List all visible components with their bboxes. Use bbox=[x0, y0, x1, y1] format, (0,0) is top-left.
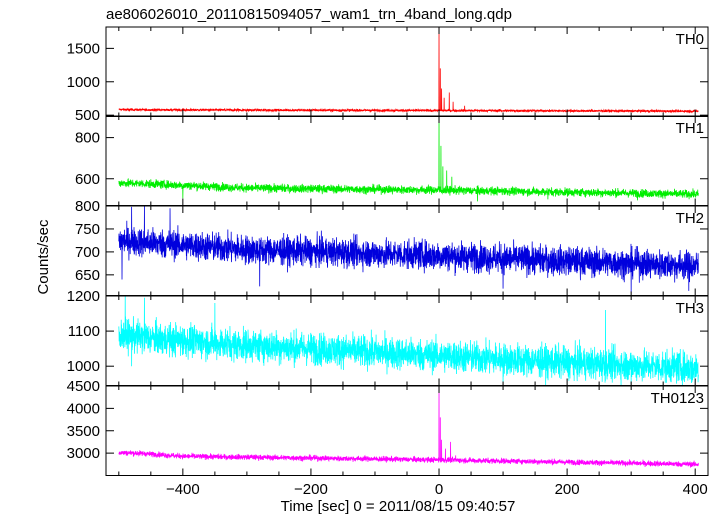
x-tick-label: 400 bbox=[683, 481, 708, 498]
y-tick-label: 500 bbox=[75, 107, 100, 124]
x-tick-label: 200 bbox=[555, 481, 580, 498]
y-tick-label: 700 bbox=[75, 244, 100, 261]
series-line-th0123 bbox=[118, 386, 699, 468]
y-tick-label: 650 bbox=[75, 267, 100, 284]
panel-name-label: TH0 bbox=[676, 31, 704, 48]
panel-name-label: TH0123 bbox=[651, 390, 704, 407]
y-tick-label: 4000 bbox=[67, 400, 100, 417]
panel-th3: 1000 1100 1200 TH3 bbox=[67, 288, 709, 386]
panel-name-label: TH2 bbox=[676, 210, 704, 227]
x-tick-label: −400 bbox=[166, 481, 200, 498]
y-tick-label: 800 bbox=[75, 130, 100, 147]
series-line-th2 bbox=[118, 206, 699, 293]
panels: 500 1000 1500 TH0 600 800 TH1 650 700 750 800 TH2 10… bbox=[67, 26, 709, 476]
x-tick-label: −200 bbox=[294, 481, 328, 498]
x-tick-label: 0 bbox=[435, 481, 443, 498]
x-axis-label: Time [sec] 0 = 2011/08/15 09:40:57 bbox=[281, 498, 516, 515]
y-tick-label: 750 bbox=[75, 221, 100, 238]
y-tick-label: 800 bbox=[75, 198, 100, 215]
series-line-th1 bbox=[118, 117, 699, 202]
panel-th0123: 3000 3500 4000 4500 TH0123 bbox=[67, 378, 709, 476]
y-tick-label: 1500 bbox=[67, 40, 100, 57]
y-tick-label: 1200 bbox=[67, 288, 100, 305]
y-tick-label: 1000 bbox=[67, 74, 100, 91]
y-tick-label: 3000 bbox=[67, 445, 100, 462]
chart-title: ae806026010_20110815094057_wam1_trn_4ban… bbox=[106, 6, 512, 23]
y-tick-label: 1000 bbox=[67, 358, 100, 375]
panel-th2: 650 700 750 800 TH2 bbox=[75, 198, 709, 296]
y-tick-label: 1100 bbox=[68, 323, 100, 340]
x-axis: −400 −200 0 200 400 bbox=[166, 481, 708, 498]
y-tick-label: 3500 bbox=[67, 423, 100, 440]
series-line-th3 bbox=[118, 296, 699, 386]
series-line-th0 bbox=[118, 27, 699, 114]
panel-name-label: TH3 bbox=[676, 300, 704, 317]
panel-name-label: TH1 bbox=[676, 120, 704, 137]
y-tick-label: 600 bbox=[75, 171, 100, 188]
y-axis-label: Counts/sec bbox=[35, 219, 52, 295]
y-tick-label: 4500 bbox=[67, 378, 100, 395]
